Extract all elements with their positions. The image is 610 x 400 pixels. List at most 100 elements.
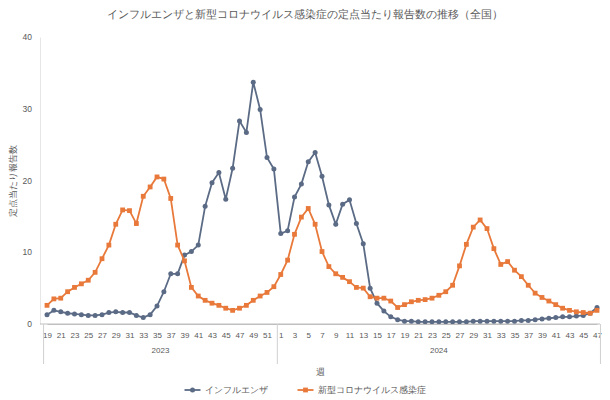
data-point — [567, 308, 572, 313]
data-point — [244, 303, 249, 308]
data-point — [216, 303, 221, 308]
data-point — [540, 316, 545, 321]
x-tick-label: 31 — [483, 331, 492, 340]
data-point — [581, 310, 586, 315]
series-line — [47, 82, 597, 322]
x-tick: 43 — [566, 331, 575, 340]
data-point — [574, 314, 579, 319]
data-point — [223, 306, 228, 311]
data-point — [237, 118, 242, 123]
data-point — [106, 243, 111, 248]
group-label: 2023 — [152, 346, 170, 355]
x-tick-label: 49 — [249, 331, 258, 340]
x-tick-label: 45 — [579, 331, 588, 340]
data-point — [203, 298, 208, 303]
data-point — [464, 242, 469, 247]
data-point — [333, 271, 338, 276]
x-axis-baseline — [40, 324, 600, 325]
data-point — [560, 314, 565, 319]
data-point — [450, 319, 455, 324]
x-tick: 41 — [552, 331, 561, 340]
group-label: 2024 — [430, 346, 448, 355]
data-point — [79, 281, 84, 286]
data-point — [306, 206, 311, 211]
x-tick-label: 21 — [414, 331, 423, 340]
x-axis: 1921232527293133353739414345474951135791… — [43, 325, 602, 340]
x-tick-label: 13 — [359, 331, 368, 340]
data-point — [127, 208, 132, 213]
data-point — [375, 296, 380, 301]
x-tick: 31 — [483, 331, 492, 340]
x-tick-label: 31 — [126, 331, 135, 340]
data-point — [443, 289, 448, 294]
data-point — [155, 304, 160, 309]
data-point — [416, 319, 421, 324]
data-point — [560, 306, 565, 311]
data-point — [113, 309, 118, 314]
data-point — [86, 313, 91, 318]
y-tick: 20 — [23, 176, 40, 186]
data-point — [216, 170, 221, 175]
x-tick-label: 9 — [334, 331, 339, 340]
data-point — [320, 249, 325, 254]
x-axis-title: 週 — [316, 367, 325, 377]
data-point — [278, 231, 283, 236]
x-tick: 11 — [346, 331, 355, 340]
data-point — [402, 319, 407, 324]
data-point — [409, 299, 414, 304]
data-point — [533, 291, 538, 296]
data-point — [546, 299, 551, 304]
data-point — [498, 262, 503, 267]
data-point — [436, 293, 441, 298]
data-point — [292, 195, 297, 200]
data-point — [375, 301, 380, 306]
data-point — [340, 275, 345, 280]
x-tick-label: 5 — [307, 331, 312, 340]
x-tick-label: 29 — [112, 331, 121, 340]
data-point — [478, 218, 483, 223]
legend-label: インフルエンザ — [205, 385, 268, 395]
x-tick: 33 — [497, 331, 506, 340]
data-point — [148, 185, 153, 190]
data-point — [65, 289, 70, 294]
data-point — [546, 316, 551, 321]
data-point — [519, 318, 524, 323]
y-tick: 40 — [23, 32, 40, 42]
x-tick-label: 11 — [346, 331, 355, 340]
data-point — [457, 319, 462, 324]
data-point — [491, 246, 496, 251]
plot-area — [45, 80, 600, 324]
series — [45, 80, 600, 324]
data-point — [588, 311, 593, 316]
data-point — [134, 221, 139, 226]
data-point — [134, 313, 139, 318]
data-point — [120, 310, 125, 315]
x-tick: 51 — [263, 331, 272, 340]
data-point — [155, 175, 160, 180]
y-axis-title: 定点当たり報告数 — [8, 145, 18, 217]
x-tick: 35 — [153, 331, 162, 340]
x-tick-label: 21 — [57, 331, 66, 340]
data-point — [58, 309, 63, 314]
x-tick-label: 43 — [566, 331, 575, 340]
data-point — [333, 222, 338, 227]
x-tick-label: 41 — [552, 331, 561, 340]
data-point — [230, 166, 235, 171]
data-point — [223, 197, 228, 202]
x-tick: 31 — [126, 331, 135, 340]
data-point — [423, 319, 428, 324]
x-tick: 29 — [112, 331, 121, 340]
data-point — [423, 297, 428, 302]
x-tick: 47 — [236, 331, 245, 340]
x-tick-label: 23 — [71, 331, 80, 340]
y-tick-label: 10 — [23, 247, 33, 257]
y-tick: 30 — [23, 104, 40, 114]
data-point — [381, 296, 386, 301]
data-point — [237, 306, 242, 311]
x-tick: 41 — [194, 331, 203, 340]
data-point — [106, 310, 111, 315]
x-tick: 45 — [222, 331, 231, 340]
data-point — [299, 215, 304, 220]
data-point — [595, 308, 600, 313]
x-tick-label: 25 — [84, 331, 93, 340]
